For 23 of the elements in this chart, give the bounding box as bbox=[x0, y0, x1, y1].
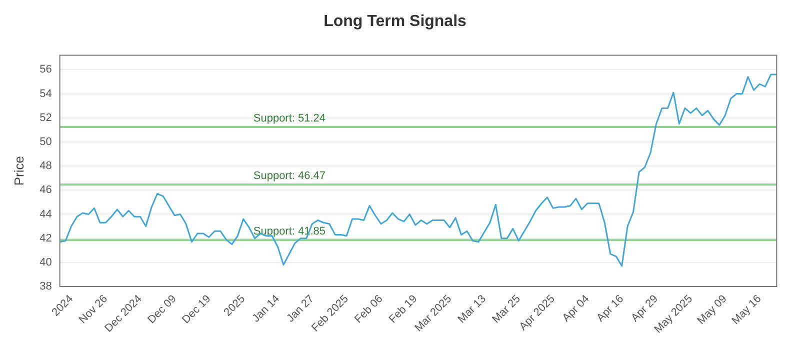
y-tick-label: 56 bbox=[40, 64, 52, 76]
ref-line-label: Support: 51.24 bbox=[253, 112, 326, 125]
y-tick-label: 48 bbox=[40, 160, 52, 172]
x-tick-label: Feb 06 bbox=[352, 292, 386, 326]
x-tick-label: Mar 13 bbox=[456, 292, 488, 326]
x-tick-label: Dec 09 bbox=[146, 292, 179, 326]
y-tick-label: 46 bbox=[40, 184, 52, 196]
y-tick-label: 54 bbox=[40, 88, 52, 100]
y-tick-label: 50 bbox=[40, 136, 52, 148]
x-tick-label: Dec 19 bbox=[180, 292, 214, 326]
x-tick-label: Jan 14 bbox=[250, 292, 282, 325]
x-tick-label: Apr 16 bbox=[594, 292, 626, 324]
y-tick-label: 40 bbox=[40, 256, 52, 268]
y-tick-label: 44 bbox=[40, 208, 52, 220]
x-tick-label: Apr 04 bbox=[560, 292, 592, 324]
y-tick-label: 42 bbox=[40, 232, 52, 244]
y-tick-label: 38 bbox=[40, 280, 52, 293]
ref-line-label: Support: 46.47 bbox=[253, 170, 326, 182]
chart-title: Long Term Signals bbox=[324, 13, 467, 30]
y-tick-label: 52 bbox=[40, 112, 52, 124]
x-tick-label: May 09 bbox=[695, 292, 730, 327]
y-axis-title: Price bbox=[11, 156, 26, 186]
x-tick-label: May 16 bbox=[730, 292, 764, 327]
